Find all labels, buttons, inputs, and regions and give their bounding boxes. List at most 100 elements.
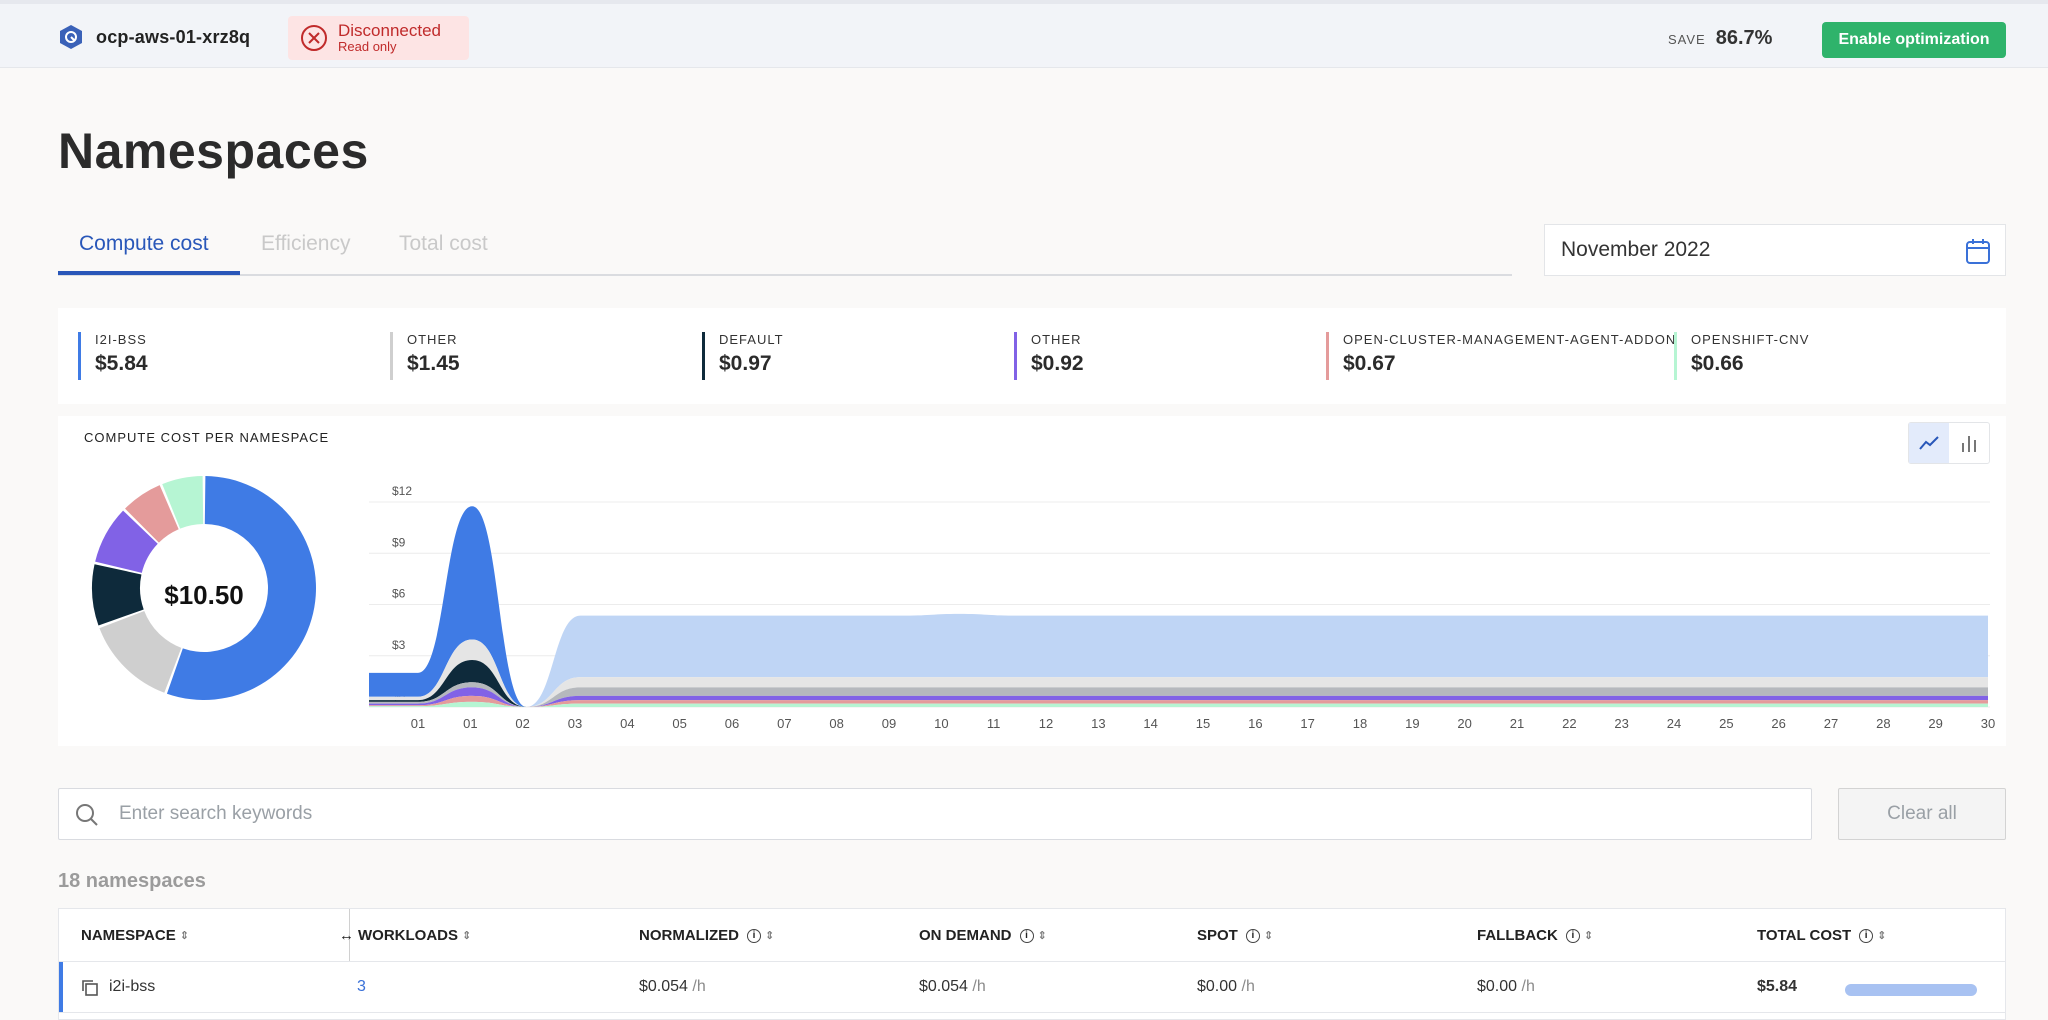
chart-view-toggle [1908,422,1990,464]
tab-efficiency[interactable]: Efficiency [261,232,351,255]
error-circle-icon [301,25,327,51]
copy-icon[interactable] [81,979,99,997]
x-tick-label: 29 [1928,716,1942,731]
donut-slice[interactable] [162,476,204,529]
donut-slice[interactable] [92,564,144,626]
x-tick-label: 17 [1300,716,1314,731]
status-subtitle: Read only [338,39,397,55]
search-icon [76,804,98,826]
summary-name: OTHER [1031,332,1082,347]
x-tick-label: 01 [463,716,477,731]
tab-total-cost[interactable]: Total cost [399,232,488,255]
sort-icon[interactable]: ⇕ [179,930,189,942]
column-resize-handle[interactable] [349,909,350,961]
savings-indicator: SAVE 86.7% [1668,27,1772,50]
resize-arrows-icon: ↔ [339,927,354,944]
summary-item: I2I-BSS $5.84 [78,332,148,380]
x-tick-label: 24 [1667,716,1681,731]
column-header-fallback[interactable]: FALLBACK i ⇕ [1477,927,1593,944]
area-series[interactable] [369,506,1988,707]
x-tick-label: 05 [672,716,686,731]
cluster-selector[interactable]: ocp-aws-01-xrz8q [58,24,250,50]
x-tick-label: 12 [1039,716,1053,731]
search-input[interactable] [119,803,1811,825]
x-tick-label: 08 [829,716,843,731]
x-tick-label: 09 [882,716,896,731]
donut-slice[interactable] [125,485,179,543]
area-series[interactable] [369,682,1988,707]
tab-compute-cost[interactable]: Compute cost [79,232,209,255]
month-picker[interactable]: November 2022 [1544,224,2006,276]
x-tick-label: 01 [411,716,425,731]
x-tick-label: 02 [515,716,529,731]
column-label: SPOT [1197,927,1238,944]
unit-label: /h [1241,978,1255,995]
x-tick-label: 27 [1824,716,1838,731]
total-cost-value: $5.84 [1757,978,1798,995]
info-icon[interactable]: i [1245,928,1260,943]
column-label: NORMALIZED [639,927,739,944]
fallback-cell: $0.00 /h [1477,978,1535,996]
summary-item: OTHER $0.92 [1014,332,1084,380]
donut-slice[interactable] [95,510,158,573]
area-series[interactable] [369,701,1988,707]
x-tick-label: 21 [1510,716,1524,731]
clear-all-button[interactable]: Clear all [1838,788,2006,840]
summary-value: $0.97 [719,352,772,375]
x-tick-label: 28 [1876,716,1890,731]
column-header-workloads[interactable]: ↔ WORKLOADS ⇕ [339,927,471,944]
donut-total-label: $10.50 [164,580,244,610]
x-tick-label: 20 [1457,716,1471,731]
calendar-icon[interactable] [1965,237,1991,265]
workloads-link[interactable]: 3 [357,978,366,995]
x-tick-label: 03 [568,716,582,731]
top-bar: ocp-aws-01-xrz8q Disconnected Read only … [0,0,2048,68]
summary-value: $0.92 [1031,352,1084,375]
summary-name: OPENSHIFT-CNV [1691,332,1810,347]
x-tick-label: 30 [1981,716,1995,731]
status-title: Disconnected [338,21,442,41]
unit-label: /h [1521,978,1535,995]
summary-name: DEFAULT [719,332,784,347]
info-icon[interactable]: i [1019,928,1034,943]
sort-icon[interactable]: ⇕ [1877,930,1887,942]
donut-slice[interactable] [166,476,316,700]
page-title: Namespaces [58,123,369,179]
column-header-on-demand[interactable]: ON DEMAND i ⇕ [919,927,1047,944]
cluster-name: ocp-aws-01-xrz8q [96,26,251,47]
x-tick-label: 07 [777,716,791,731]
y-tick-label: $6 [392,587,406,601]
unit-label: /h [692,978,706,995]
column-label: ON DEMAND [919,927,1012,944]
column-header-namespace[interactable]: NAMESPACE ⇕ [81,927,189,944]
column-header-normalized[interactable]: NORMALIZED i ⇕ [639,927,774,944]
line-chart-view-button[interactable] [1909,423,1949,463]
bar-chart-view-button[interactable] [1949,423,1989,463]
area-series[interactable] [369,687,1988,707]
area-series[interactable] [369,695,1988,707]
sort-icon[interactable]: ⇕ [1263,930,1274,942]
month-picker-value: November 2022 [1561,238,1711,261]
namespace-name[interactable]: i2i-bss [109,978,156,995]
sort-icon[interactable]: ⇕ [462,930,472,942]
info-icon[interactable]: i [747,928,761,943]
donut-slice[interactable] [99,610,182,693]
sort-icon[interactable]: ⇕ [1037,930,1047,942]
column-header-total-cost[interactable]: TOTAL COST i ⇕ [1757,927,1886,944]
table-row[interactable]: i2i-bss 3 $0.054 /h $0.054 /h $0.00 /h $… [59,961,2005,1013]
namespace-table: NAMESPACE ⇕ ↔ WORKLOADS ⇕ NORMALIZED i ⇕ ON D… [58,908,2006,1020]
summary-item: OTHER $1.45 [390,332,460,380]
enable-optimization-button[interactable]: Enable optimization [1822,22,2006,58]
summary-name: I2I-BSS [95,332,147,347]
info-icon[interactable]: i [1859,928,1874,943]
active-tab-indicator [58,271,240,275]
sort-icon[interactable]: ⇕ [765,930,775,942]
x-tick-label: 23 [1614,716,1628,731]
sort-icon[interactable]: ⇕ [1583,930,1594,942]
column-header-spot[interactable]: SPOT i ⇕ [1197,927,1273,944]
info-icon[interactable]: i [1565,928,1580,943]
save-label: SAVE [1668,32,1706,47]
summary-name: OPEN-CLUSTER-MANAGEMENT-AGENT-ADDON [1343,332,1677,347]
column-label: TOTAL COST [1757,927,1852,944]
x-tick-label: 10 [934,716,948,731]
